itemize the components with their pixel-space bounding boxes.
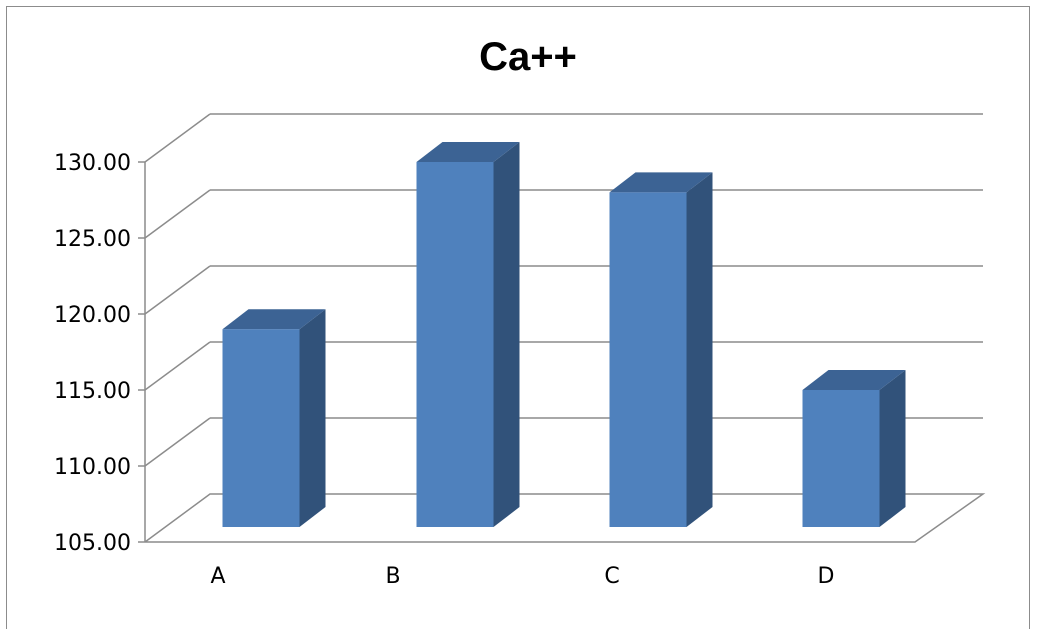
bar-d <box>802 370 906 527</box>
bar-side <box>299 309 326 527</box>
side-gridline <box>144 417 211 467</box>
y-tick-label: 130.00 <box>54 151 131 176</box>
bar-side <box>879 370 906 527</box>
x-tick-label: D <box>818 564 835 589</box>
x-tick-label: B <box>385 564 400 589</box>
side-gridline <box>144 113 211 163</box>
bar-side <box>493 142 520 527</box>
bar-top <box>222 309 326 330</box>
y-tick-label: 115.00 <box>54 379 131 404</box>
bar-b <box>416 142 520 527</box>
side-gridline <box>144 189 211 239</box>
bar-top <box>802 370 906 390</box>
y-tick-label: 105.00 <box>54 531 131 556</box>
chart-title: Ca++ <box>479 35 577 79</box>
y-tick-label: 125.00 <box>54 227 131 252</box>
y-axis: 105.00 110.00 115.00 120.00 125.00 130.00 <box>54 151 146 556</box>
x-tick-label: C <box>604 564 619 589</box>
y-tick-label: 120.00 <box>54 303 131 328</box>
side-gridline <box>144 341 211 391</box>
bar-side <box>686 172 713 527</box>
bar-front <box>222 329 300 527</box>
x-tick-label: A <box>210 564 225 589</box>
chart-frame <box>6 6 1030 629</box>
bar-front <box>802 390 880 527</box>
floor-plane <box>144 493 986 543</box>
bar-front <box>609 192 687 527</box>
bar-front <box>416 162 494 527</box>
bar-top <box>416 142 520 162</box>
bars <box>222 142 906 527</box>
gridlines <box>144 113 986 543</box>
x-axis: A B C D <box>210 564 834 589</box>
bar-top <box>609 172 713 193</box>
y-tick-label: 110.00 <box>54 455 131 480</box>
bar-a <box>222 309 326 527</box>
side-gridline <box>144 265 211 315</box>
bar-c <box>609 172 713 527</box>
